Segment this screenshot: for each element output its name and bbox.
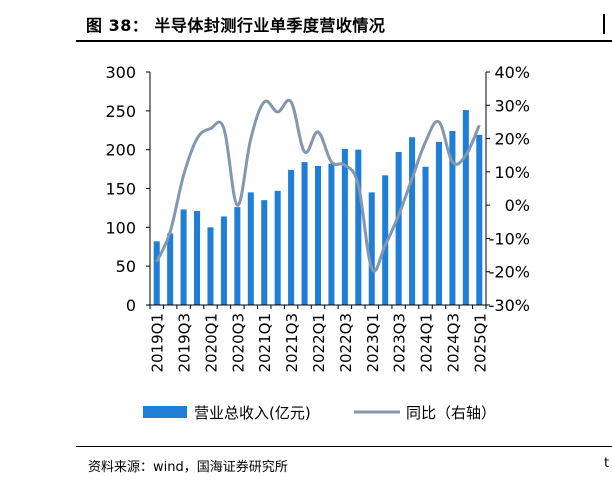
bar <box>462 110 469 305</box>
bar <box>234 207 241 305</box>
x-tick-label: 2021Q3 <box>283 313 301 373</box>
right-tick-label: 30% <box>494 96 530 115</box>
left-axis: 0 50 100 150 200 250 300 <box>105 63 151 315</box>
bar <box>328 163 335 305</box>
right-tick-label: -10% <box>489 229 530 248</box>
bar <box>180 209 187 305</box>
right-tick-label: -20% <box>489 263 530 282</box>
bar <box>153 241 160 305</box>
line-series <box>155 98 481 273</box>
right-tick-label: 40% <box>494 63 530 82</box>
left-tick-label: 200 <box>105 141 136 160</box>
left-tick-label: 100 <box>105 218 136 237</box>
bar-series <box>153 110 483 305</box>
right-axis: -30% -20% -10% 0% 10% 20% 30% 40% <box>485 63 530 315</box>
bar <box>422 166 429 305</box>
x-tick-label: 2023Q3 <box>391 313 409 373</box>
bar <box>382 175 389 305</box>
edge-mark <box>603 14 605 34</box>
title-rule <box>76 40 612 42</box>
bar <box>449 131 456 305</box>
bar <box>261 200 268 305</box>
bar <box>274 190 281 305</box>
x-axis: 2019Q1 2019Q3 2020Q1 2020Q3 2021Q1 2021Q3 2022… <box>149 304 489 373</box>
bar <box>395 151 402 305</box>
bar <box>207 227 214 305</box>
footer-rule <box>76 446 612 447</box>
source-note: 资料来源：wind，国海证券研究所 <box>88 460 288 475</box>
x-tick-label: 2020Q3 <box>229 313 247 373</box>
bar <box>314 165 322 305</box>
left-tick-label: 0 <box>126 296 136 315</box>
source-edge-text: t <box>604 456 610 471</box>
bar <box>220 216 227 305</box>
bar <box>368 192 375 305</box>
bar <box>167 233 174 305</box>
x-tick-label: 2023Q1 <box>364 313 382 373</box>
x-tick-label: 2024Q1 <box>418 313 436 373</box>
x-tick-label: 2024Q3 <box>444 313 462 373</box>
x-tick-label: 2022Q3 <box>337 313 355 373</box>
left-tick-label: 300 <box>105 63 136 82</box>
right-tick-label: -30% <box>489 296 530 315</box>
right-tick-label: 20% <box>494 130 530 149</box>
legend-bar-label: 营业总收入(亿元) <box>194 404 311 422</box>
x-tick-label: 2025Q1 <box>471 313 489 373</box>
legend: 营业总收入(亿元) 同比（右轴） <box>143 404 496 422</box>
right-tick-label: 0% <box>505 196 530 215</box>
bar <box>409 137 416 305</box>
bar <box>194 211 201 305</box>
bar <box>341 148 348 305</box>
bar <box>247 192 254 305</box>
legend-line-label: 同比（右轴） <box>406 404 496 422</box>
x-tick-label: 2019Q3 <box>176 313 194 373</box>
x-tick-label: 2022Q1 <box>310 313 328 373</box>
right-tick-label: 10% <box>494 163 530 182</box>
left-tick-label: 50 <box>116 257 136 276</box>
bar <box>301 162 308 305</box>
bar <box>355 149 362 305</box>
left-tick-label: 150 <box>105 180 136 199</box>
bar <box>288 169 295 305</box>
x-tick-label: 2019Q1 <box>149 313 167 373</box>
legend-bar-swatch <box>143 406 187 418</box>
chart-title: 图 38： 半导体封测行业单季度营收情况 <box>86 16 386 35</box>
x-tick-label: 2020Q1 <box>202 313 220 373</box>
x-tick-label: 2021Q1 <box>256 313 274 373</box>
left-tick-label: 250 <box>105 102 136 121</box>
bar <box>435 141 442 305</box>
bar <box>476 134 483 305</box>
